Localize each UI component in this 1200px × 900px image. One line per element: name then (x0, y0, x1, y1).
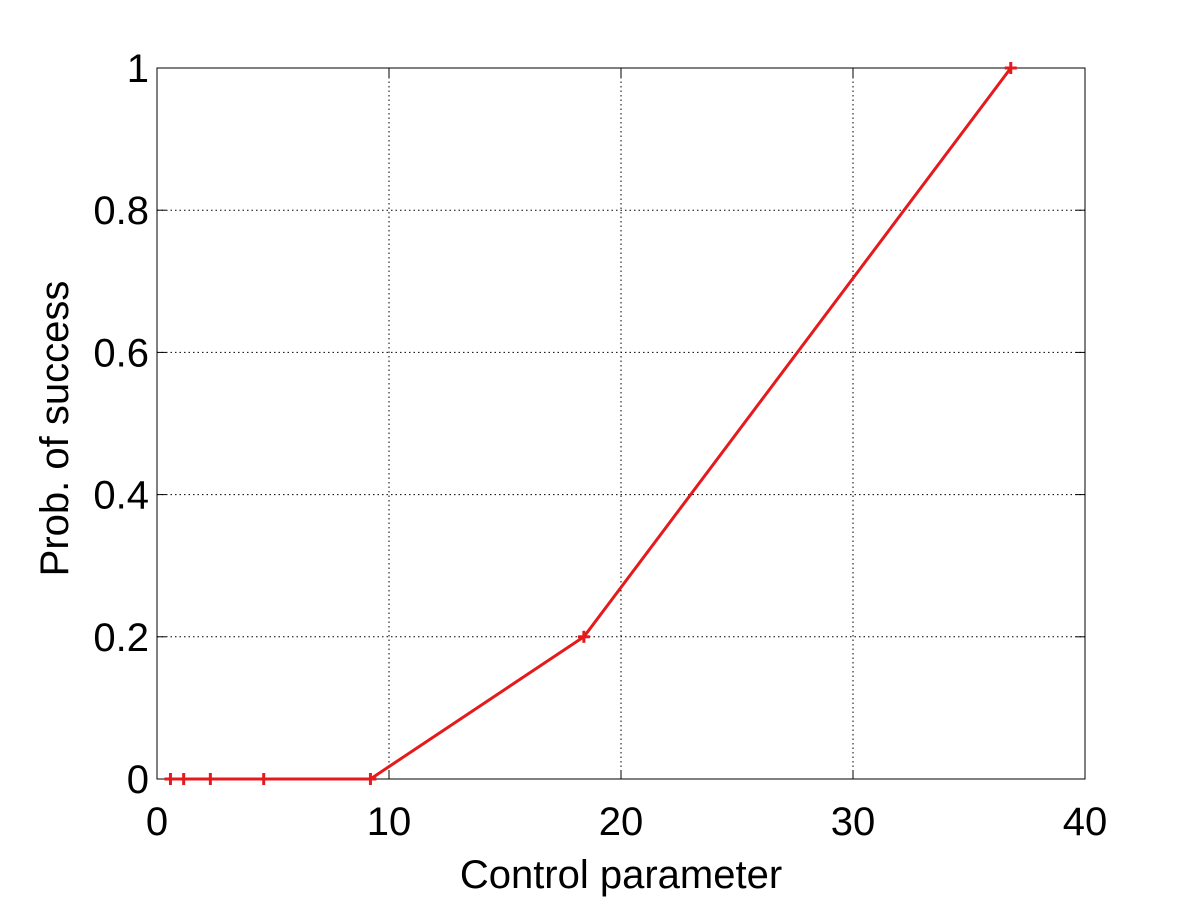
data-point-marker (164, 773, 177, 785)
data-point-marker (1004, 62, 1017, 74)
data-point-marker (177, 773, 190, 785)
data-point-marker (364, 773, 377, 785)
series-line (170, 67, 1012, 781)
y-tick-label: 0.4 (93, 474, 149, 518)
y-tick-label: 0.2 (93, 616, 149, 660)
y-tick-labels: 0 0.2 0.4 0.6 0.8 1 (93, 47, 149, 802)
y-axis-title: Prob. of success (33, 281, 77, 577)
data-point-marker (257, 773, 270, 785)
x-tick-labels: 0 10 20 30 40 (146, 800, 1107, 844)
x-tick-label: 10 (367, 800, 412, 844)
grid (157, 68, 1085, 779)
x-axis-title: Control parameter (460, 853, 782, 897)
y-tick-label: 0.6 (93, 331, 149, 375)
axis-ticks (156, 67, 1086, 780)
series (164, 62, 1017, 785)
x-tick-label: 30 (831, 800, 876, 844)
data-point-marker (204, 773, 217, 785)
x-tick-label: 20 (599, 800, 644, 844)
y-tick-label: 1 (127, 47, 149, 91)
y-tick-label: 0 (127, 758, 149, 802)
y-tick-label: 0.8 (93, 189, 149, 233)
x-tick-label: 0 (146, 800, 168, 844)
data-point-marker (577, 630, 590, 643)
x-tick-label: 40 (1063, 800, 1108, 844)
